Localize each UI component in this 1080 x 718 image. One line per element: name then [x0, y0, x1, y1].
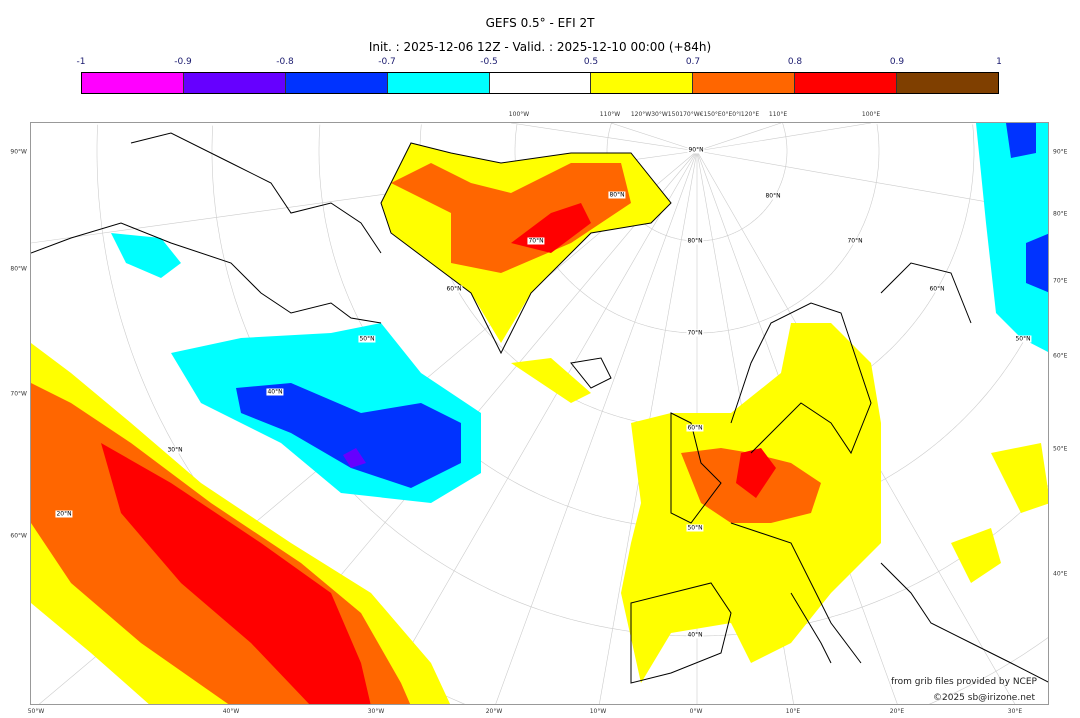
- axis-label-left: 90°W: [10, 148, 27, 156]
- colorbar-bin: [795, 73, 898, 93]
- axis-label-left: 70°W: [10, 390, 27, 398]
- colorbar-tick: 0.8: [787, 57, 803, 67]
- axis-label-bottom: 50°W: [27, 708, 45, 715]
- map-panel[interactable]: [30, 122, 1049, 705]
- latitude-label: 50°N: [358, 335, 376, 343]
- latitude-label: 80°N: [608, 191, 626, 199]
- map-subtitle: Init. : 2025-12-06 12Z - Valid. : 2025-1…: [368, 40, 712, 54]
- latitude-label: 50°N: [686, 524, 704, 532]
- latitude-label: 80°N: [686, 237, 704, 245]
- axis-label-top: 110°E: [768, 111, 788, 118]
- latitude-label: 60°N: [445, 285, 463, 293]
- axis-label-bottom: 10°E: [785, 708, 801, 715]
- colorbar-legend: [81, 72, 999, 94]
- map-canvas: [31, 123, 1048, 704]
- latitude-label: 80°N: [764, 192, 782, 200]
- axis-label-top: 120°W30°W150170°W€150°E0°E0°I120°E: [630, 111, 760, 118]
- axis-label-bottom: 20°W: [485, 708, 503, 715]
- colorbar-bin: [489, 73, 592, 93]
- data-source-credit: from grib files provided by NCEP: [891, 677, 1037, 687]
- axis-label-right: 40°E: [1053, 570, 1068, 578]
- axis-label-bottom: 40°W: [222, 708, 240, 715]
- axis-label-right: 80°E: [1053, 210, 1068, 218]
- axis-label-top: 110°W: [599, 111, 621, 118]
- axis-label-right: 90°E: [1053, 148, 1068, 156]
- axis-label-right: 50°E: [1053, 445, 1068, 453]
- latitude-label: 90°N: [687, 146, 705, 154]
- axis-label-bottom: 10°W: [589, 708, 607, 715]
- latitude-circle: [318, 124, 1048, 530]
- colorbar-bin: [285, 73, 388, 93]
- coastlines: [31, 132, 1048, 684]
- axis-label-right: 70°E: [1053, 277, 1068, 285]
- axis-label-left: 80°W: [10, 265, 27, 273]
- axis-label-bottom: 30°E: [1007, 708, 1023, 715]
- colorbar-tick: -1: [76, 57, 86, 67]
- colorbar-tick: 0.5: [583, 57, 599, 67]
- colorbar-tick: 1: [996, 57, 1002, 67]
- colorbar-bin: [591, 73, 694, 93]
- axis-label-right: 60°E: [1053, 352, 1068, 360]
- axis-label-bottom: 0°W: [689, 708, 703, 715]
- latitude-label: 20°N: [55, 510, 73, 518]
- axis-label-left: 60°W: [10, 532, 27, 540]
- latitude-label: 60°N: [928, 285, 946, 293]
- latitude-label: 40°N: [266, 388, 284, 396]
- colorbar-bin: [82, 73, 184, 93]
- latitude-label: 50°N: [1014, 335, 1032, 343]
- colorbar-tick: -0.5: [480, 57, 498, 67]
- colorbar-tick: -0.7: [378, 57, 396, 67]
- colorbar-tick: 0.9: [889, 57, 905, 67]
- latitude-label: 60°N: [686, 424, 704, 432]
- latitude-label: 70°N: [846, 237, 864, 245]
- axis-label-bottom: 30°W: [367, 708, 385, 715]
- latitude-label: 70°N: [527, 237, 545, 245]
- colorbar-tick: -0.8: [276, 57, 294, 67]
- latitude-circle: [211, 125, 1048, 637]
- axis-label-bottom: 20°E: [889, 708, 905, 715]
- map-title: GEFS 0.5° - EFI 2T: [485, 16, 595, 30]
- colorbar-bin: [693, 73, 796, 93]
- colorbar-tick: 0.7: [685, 57, 701, 67]
- latitude-label: 70°N: [686, 329, 704, 337]
- colorbar-tick: -0.9: [174, 57, 192, 67]
- axis-label-top: 100°W: [508, 111, 530, 118]
- axis-label-top: 100°E: [861, 111, 881, 118]
- efi-shading: [31, 123, 1048, 704]
- colorbar-bin: [183, 73, 286, 93]
- colorbar-bin: [897, 73, 999, 93]
- latitude-label: 30°N: [166, 446, 184, 454]
- copyright-credit: ©2025 sb@irizone.net: [933, 693, 1035, 703]
- colorbar-bin: [387, 73, 490, 93]
- latitude-label: 40°N: [686, 631, 704, 639]
